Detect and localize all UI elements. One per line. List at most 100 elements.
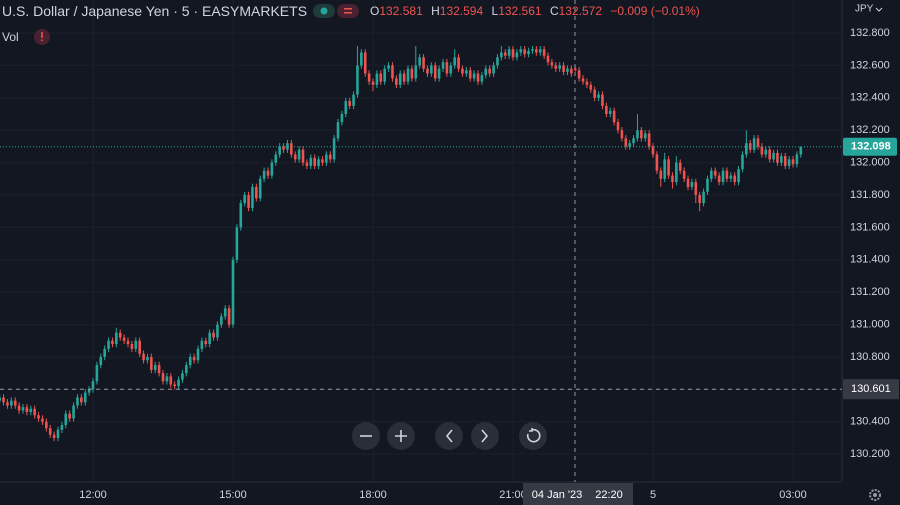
candle-body bbox=[651, 146, 655, 155]
candle-body bbox=[756, 138, 760, 147]
candle-body bbox=[45, 421, 48, 429]
candle-body bbox=[472, 73, 476, 79]
candle-body bbox=[251, 186, 254, 208]
candle-body bbox=[577, 70, 581, 79]
candle-body bbox=[91, 381, 95, 390]
candle-body bbox=[702, 191, 705, 204]
candle-body bbox=[122, 337, 126, 341]
candle-body bbox=[791, 159, 795, 165]
candle-body bbox=[414, 65, 418, 79]
candle-body bbox=[360, 52, 363, 66]
x-tick-label: 21:00 bbox=[499, 489, 527, 501]
candle-body bbox=[196, 348, 200, 361]
candle-body bbox=[161, 373, 165, 382]
nav-button-icon bbox=[445, 429, 453, 443]
candle-body bbox=[33, 408, 36, 416]
candle-body bbox=[383, 68, 386, 82]
candle-body bbox=[787, 159, 791, 166]
candle-body bbox=[772, 152, 775, 160]
candle-body bbox=[118, 332, 122, 338]
candle-body bbox=[305, 162, 309, 166]
candle-body bbox=[290, 143, 293, 155]
price-axis-bg bbox=[842, 0, 900, 505]
candle-body bbox=[601, 94, 604, 106]
x-tick-label: 12:00 bbox=[79, 489, 107, 501]
candle-body bbox=[562, 65, 565, 72]
candle-body bbox=[503, 52, 507, 56]
candle-body bbox=[173, 384, 176, 387]
x-tick-label: 5 bbox=[650, 489, 656, 501]
candle-body bbox=[255, 186, 258, 199]
candle-body bbox=[192, 356, 196, 361]
candle-body bbox=[375, 73, 379, 85]
candle-body bbox=[531, 49, 534, 51]
candle-body bbox=[581, 78, 585, 82]
candle-body bbox=[713, 170, 717, 176]
candle-body bbox=[352, 94, 355, 106]
candle-body bbox=[729, 175, 733, 179]
candle-body bbox=[675, 162, 678, 183]
candle-body bbox=[538, 49, 542, 53]
nav-button[interactable] bbox=[435, 422, 463, 450]
candle-body bbox=[6, 402, 9, 406]
candle-body bbox=[585, 81, 589, 85]
currency-caret bbox=[875, 7, 883, 12]
candle-body bbox=[717, 175, 721, 183]
candle-body bbox=[328, 154, 332, 160]
candle-body bbox=[457, 57, 460, 69]
candle-body bbox=[325, 154, 328, 163]
nav-button[interactable] bbox=[471, 422, 499, 450]
candle-body bbox=[573, 68, 577, 70]
candle-body bbox=[107, 340, 110, 349]
nav-button[interactable] bbox=[519, 422, 547, 450]
candle-body bbox=[25, 407, 29, 413]
candle-body bbox=[177, 379, 180, 387]
candle-body bbox=[453, 57, 456, 66]
candle-body bbox=[741, 154, 744, 170]
candle-body bbox=[48, 428, 52, 435]
y-tick-label: 131.600 bbox=[850, 221, 890, 233]
y-tick-label: 132.000 bbox=[850, 157, 890, 169]
candle-body bbox=[655, 154, 659, 171]
candle-body bbox=[745, 143, 748, 155]
ohlc-value: 132.594 bbox=[439, 4, 484, 18]
nav-button[interactable] bbox=[387, 422, 415, 450]
nav-button-bg bbox=[471, 422, 499, 450]
candle-body bbox=[223, 308, 227, 317]
candle-body bbox=[227, 308, 231, 325]
candle-body bbox=[488, 68, 491, 74]
candle-body bbox=[274, 154, 278, 163]
candle-body bbox=[550, 62, 554, 66]
y-tick-label: 132.400 bbox=[850, 92, 890, 104]
candle-body bbox=[511, 49, 515, 58]
candle-body bbox=[527, 50, 530, 55]
candle-body bbox=[208, 332, 211, 345]
candle-body bbox=[371, 81, 375, 85]
candle-body bbox=[500, 52, 503, 58]
candle-body bbox=[441, 62, 445, 69]
settings-button[interactable] bbox=[869, 489, 881, 501]
nav-button[interactable] bbox=[352, 422, 380, 450]
crosshair-time: 22:20 bbox=[595, 489, 623, 501]
candle-body bbox=[21, 407, 25, 411]
candle-body bbox=[37, 415, 40, 419]
candle-body bbox=[56, 429, 60, 438]
candle-body bbox=[737, 169, 740, 183]
candle-body bbox=[317, 159, 320, 166]
ohlc-value: 132.572 bbox=[558, 4, 602, 18]
candle-body bbox=[332, 138, 336, 160]
candle-body bbox=[620, 130, 624, 139]
candle-body bbox=[706, 178, 709, 192]
candle-body bbox=[402, 73, 406, 82]
candle-body bbox=[13, 400, 17, 406]
candle-body bbox=[698, 195, 701, 204]
candle-body bbox=[60, 424, 64, 430]
candle-body bbox=[391, 65, 394, 79]
candle-body bbox=[95, 365, 99, 382]
candle-body bbox=[554, 65, 558, 69]
warning-icon[interactable] bbox=[33, 28, 51, 46]
candle-body bbox=[188, 356, 192, 366]
candle-body bbox=[465, 70, 468, 74]
candle-body bbox=[29, 408, 33, 413]
candle-body bbox=[694, 182, 698, 196]
